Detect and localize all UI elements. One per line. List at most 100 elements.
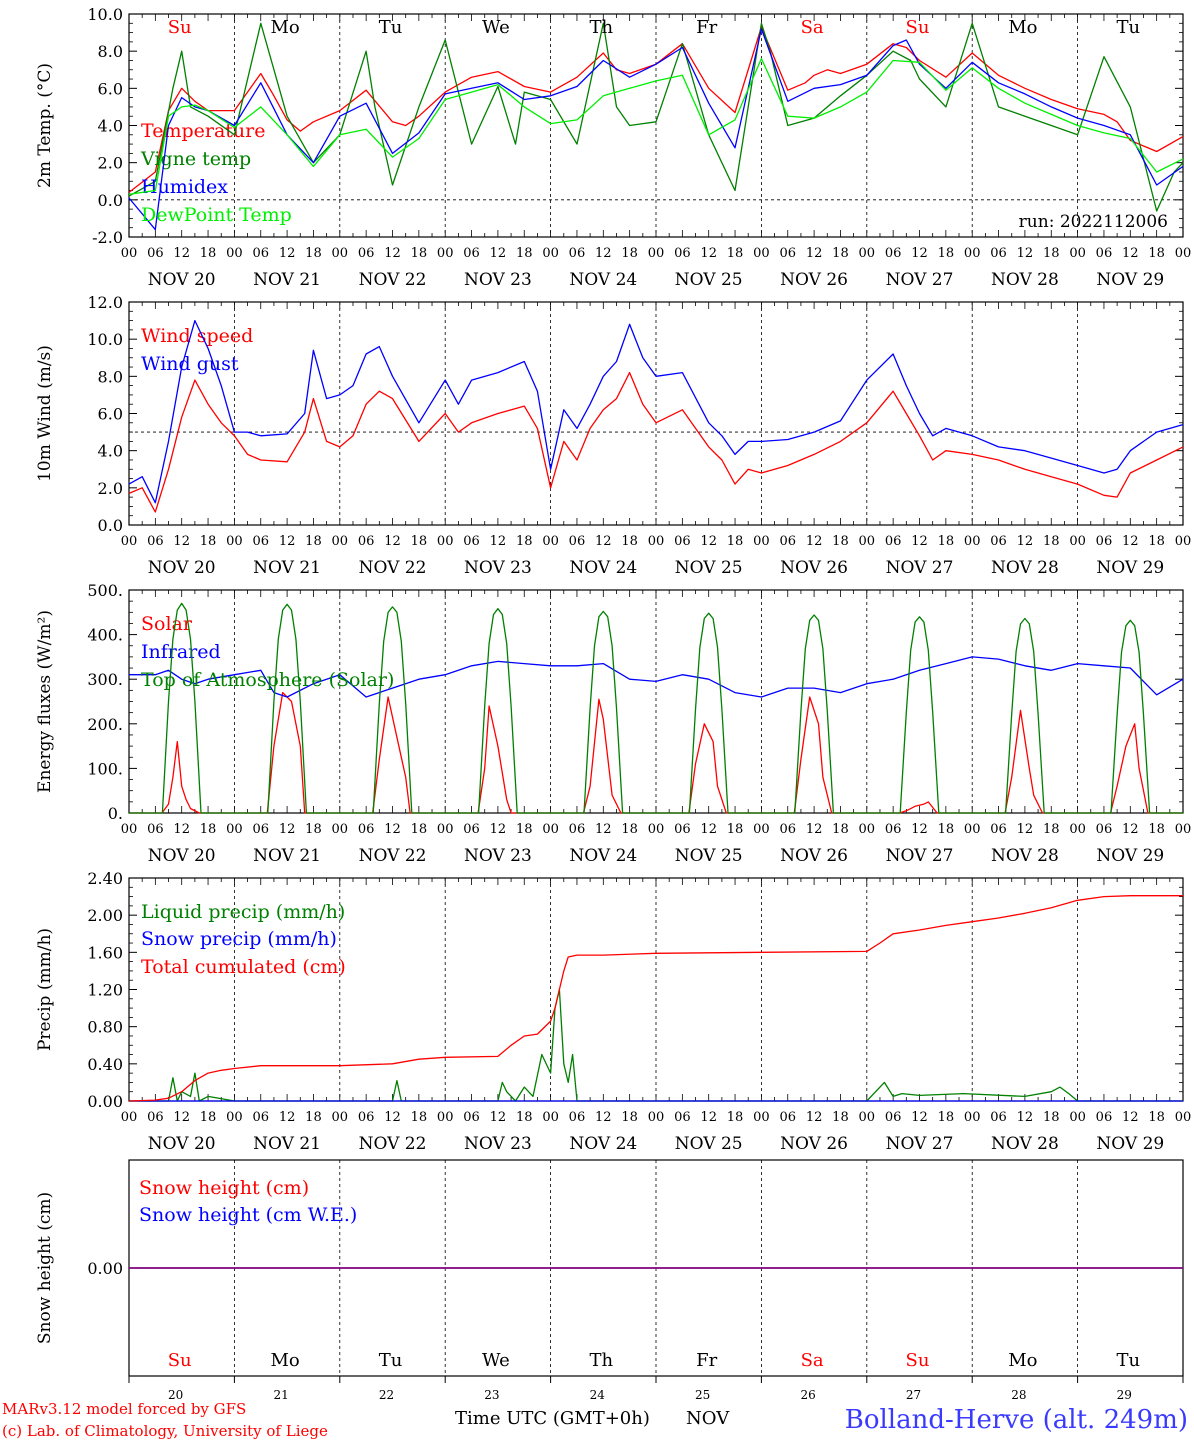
hour-tick-label: 00	[437, 1110, 454, 1125]
series-line	[129, 988, 1183, 1102]
hour-tick-label: 18	[305, 534, 322, 549]
day-number: 23	[484, 1388, 499, 1402]
model-credit: MARv3.12 model forced by GFS	[2, 1400, 246, 1418]
date-label: NOV 23	[464, 270, 532, 290]
hour-tick-label: 18	[411, 1110, 428, 1125]
weekday-label: Mo	[270, 1350, 299, 1371]
y-tick-label: 0.0	[98, 191, 123, 210]
hour-tick-label: 18	[938, 246, 955, 261]
hour-tick-label: 12	[806, 534, 823, 549]
date-label: NOV 21	[253, 846, 321, 866]
hour-tick-label: 00	[1175, 1110, 1192, 1125]
hour-tick-label: 12	[911, 246, 928, 261]
weekday-label: Mo	[1008, 1350, 1037, 1371]
hour-tick-label: 12	[384, 822, 401, 837]
legend-entry: Solar	[141, 613, 193, 635]
hour-tick-label: 12	[700, 246, 717, 261]
legend-entry: Wind speed	[141, 325, 253, 347]
lab-credit: (c) Lab. of Climatology, University of L…	[2, 1422, 328, 1440]
hour-tick-label: 06	[358, 246, 375, 261]
y-axis-label: Snow height (cm)	[35, 1192, 55, 1344]
hour-tick-label: 18	[1148, 246, 1165, 261]
hour-tick-label: 06	[147, 1110, 164, 1125]
hour-tick-label: 06	[252, 534, 269, 549]
hour-tick-label: 06	[252, 1110, 269, 1125]
weekday-label: Tu	[379, 1350, 403, 1371]
hour-tick-label: 18	[200, 534, 217, 549]
hour-tick-label: 00	[964, 246, 981, 261]
day-number: 24	[590, 1388, 606, 1402]
y-tick-label: 0.00	[87, 1092, 123, 1111]
day-number: 27	[906, 1388, 921, 1402]
hour-tick-label: 00	[648, 822, 665, 837]
hour-tick-label: 00	[753, 1110, 770, 1125]
hour-tick-label: 06	[569, 534, 586, 549]
hour-tick-label: 12	[595, 822, 612, 837]
panel-frame	[128, 589, 1184, 814]
day-number: 25	[695, 1388, 710, 1402]
weekday-label: Sa	[801, 17, 824, 38]
hour-tick-label: 12	[173, 1110, 190, 1125]
y-tick-label: 4.0	[98, 442, 123, 461]
hour-tick-label: 00	[226, 1110, 243, 1125]
hour-tick-label: 06	[990, 534, 1007, 549]
legend-entry: Snow height (cm)	[139, 1177, 309, 1199]
hour-tick-label: 00	[859, 1110, 876, 1125]
series-line	[128, 22, 1184, 212]
date-label: NOV 26	[780, 1134, 848, 1154]
series-line	[128, 57, 1184, 195]
date-label: NOV 23	[464, 846, 532, 866]
legend-entry: Infrared	[141, 641, 221, 663]
legend-entry: DewPoint Temp	[141, 204, 292, 226]
hour-tick-label: 12	[911, 1110, 928, 1125]
date-label: NOV 28	[991, 846, 1059, 866]
y-tick-label: 300.	[87, 670, 123, 689]
series-line	[129, 656, 1184, 698]
hour-tick-label: 06	[885, 822, 902, 837]
hour-tick-label: 12	[490, 246, 507, 261]
hour-tick-label: 00	[332, 534, 349, 549]
hour-tick-label: 00	[226, 534, 243, 549]
date-label: NOV 24	[569, 270, 637, 290]
hour-tick-label: 18	[832, 1110, 849, 1125]
hour-tick-label: 18	[516, 246, 533, 261]
hour-tick-label: 00	[1069, 1110, 1086, 1125]
y-axis-label: 10m Wind (m/s)	[35, 345, 55, 482]
legend-entry: Snow height (cm W.E.)	[139, 1204, 357, 1226]
weekday-label: Su	[168, 17, 192, 38]
hour-tick-label: 18	[938, 1110, 955, 1125]
y-tick-label: 100.	[87, 759, 123, 778]
y-tick-label: 8.0	[98, 367, 123, 386]
hour-tick-label: 00	[1069, 246, 1086, 261]
date-label: NOV 29	[1096, 1134, 1164, 1154]
y-tick-label: 0.	[108, 804, 123, 823]
hour-tick-label: 18	[832, 246, 849, 261]
hour-tick-label: 06	[463, 1110, 480, 1125]
hour-tick-label: 00	[964, 1110, 981, 1125]
hour-tick-label: 12	[279, 1110, 296, 1125]
hour-tick-label: 06	[252, 246, 269, 261]
hour-tick-label: 00	[542, 822, 559, 837]
y-tick-label: 10.0	[87, 5, 123, 24]
date-label: NOV 24	[569, 1134, 637, 1154]
hour-tick-label: 18	[200, 246, 217, 261]
date-label: NOV 29	[1096, 558, 1164, 578]
hour-tick-label: 00	[121, 534, 138, 549]
hour-tick-label: 12	[173, 246, 190, 261]
hour-tick-label: 12	[1122, 534, 1139, 549]
weekday-label: Su	[906, 1350, 930, 1371]
hour-tick-label: 06	[569, 822, 586, 837]
hour-tick-label: 06	[463, 822, 480, 837]
hour-tick-label: 12	[806, 1110, 823, 1125]
hour-tick-label: 06	[358, 1110, 375, 1125]
y-tick-label: 2.0	[98, 479, 123, 498]
hour-tick-label: 06	[990, 822, 1007, 837]
hour-tick-label: 00	[121, 1110, 138, 1125]
date-label: NOV 20	[148, 846, 216, 866]
weekday-label: We	[482, 1350, 510, 1371]
hour-tick-label: 18	[1148, 822, 1165, 837]
hour-tick-label: 00	[332, 246, 349, 261]
date-label: NOV 22	[359, 558, 427, 578]
hour-tick-label: 00	[332, 1110, 349, 1125]
hour-tick-label: 12	[911, 534, 928, 549]
